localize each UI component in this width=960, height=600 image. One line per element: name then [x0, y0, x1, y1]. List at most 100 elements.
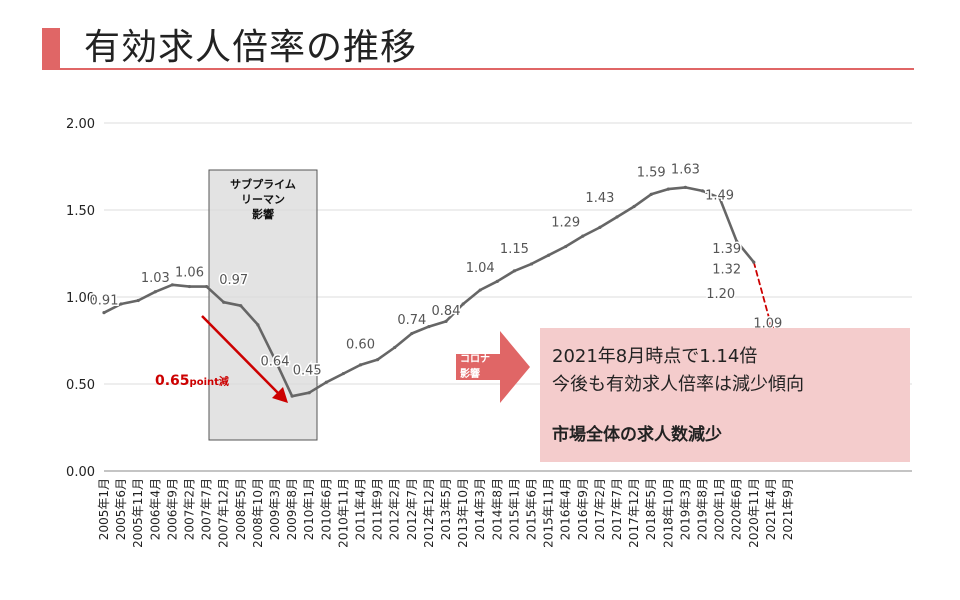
data-label: 0.74: [397, 313, 426, 328]
x-tick-label: 2015年11月: [542, 478, 556, 548]
data-label: 1.43: [585, 191, 614, 206]
x-tick-label: 2005年6月: [114, 478, 128, 540]
subprime-box-label-line: サブプライム: [230, 177, 296, 191]
data-label: 1.15: [500, 242, 529, 257]
data-point: [666, 187, 670, 191]
data-label: 0.97: [219, 273, 248, 288]
data-label: 0.60: [346, 338, 375, 353]
x-tick-label: 2019年8月: [696, 478, 710, 540]
x-tick-label: 2010年1月: [302, 478, 316, 540]
x-tick-label: 2018年10月: [661, 478, 675, 548]
data-point: [632, 204, 636, 209]
drop-label-value: 0.65: [155, 373, 190, 389]
data-point: [324, 380, 328, 384]
x-tick-label: 2011年4月: [354, 478, 368, 540]
data-label: 1.39: [712, 242, 741, 257]
data-point: [461, 302, 465, 306]
drop-label: 0.65point減: [155, 373, 229, 389]
data-point: [564, 244, 568, 249]
x-tick-label: 2016年4月: [559, 478, 573, 540]
x-tick-label: 2007年7月: [200, 478, 214, 540]
data-point: [478, 288, 482, 292]
x-tick-label: 2009年3月: [268, 478, 282, 540]
x-tick-label: 2013年10月: [456, 478, 470, 548]
info-line-2: 今後も有効求人倍率は減少傾向: [552, 374, 804, 395]
page-title: 有効求人倍率の推移: [84, 27, 418, 68]
data-point: [718, 196, 722, 200]
series-group: [102, 185, 777, 398]
data-point: [598, 225, 602, 229]
x-tick-label: 2009年8月: [285, 478, 299, 540]
data-point: [529, 262, 534, 266]
data-point: [683, 185, 688, 189]
x-tick-label: 2020年6月: [730, 478, 744, 540]
x-tick-label: 2018年5月: [644, 478, 658, 540]
data-label: 1.32: [712, 262, 741, 277]
title-underline: [42, 68, 914, 70]
data-label: 1.03: [141, 271, 170, 286]
data-point: [170, 283, 174, 287]
data-point: [752, 260, 756, 264]
drop-arrow: [201, 315, 281, 396]
data-point: [222, 300, 226, 304]
x-tick-label: 2021年9月: [781, 478, 795, 540]
x-tick-label: 2019年3月: [678, 478, 692, 540]
data-point: [256, 323, 260, 327]
x-tick-label: 2012年2月: [388, 478, 402, 540]
data-point: [290, 394, 294, 398]
x-tick-label: 2020年1月: [713, 478, 727, 540]
data-point: [410, 331, 414, 336]
x-tick-label: 2006年4月: [148, 478, 162, 540]
x-tick-label: 2005年1月: [97, 478, 111, 540]
corona-label-1: コロナ: [460, 353, 490, 365]
data-point: [136, 298, 140, 303]
x-tick-label: 2017年12月: [627, 478, 641, 548]
data-point: [273, 358, 277, 362]
y-axis-ticks: 0.00 0.50 1.00 1.50 2.00: [66, 117, 95, 480]
title-accent-bar: [42, 28, 60, 68]
x-tick-label: 2008年10月: [251, 478, 265, 548]
x-tick-label: 2014年8月: [490, 478, 504, 540]
drop-label-unit: point減: [190, 375, 229, 388]
x-axis-ticks: 2005年1月 2005年6月 2005年11月 2006年4月 2006年9月 2007…: [97, 478, 795, 548]
subprime-box-label-line: リーマン: [241, 193, 285, 206]
data-point: [649, 192, 653, 196]
info-line-1: 2021年8月時点で1.14倍: [552, 346, 757, 367]
data-label: 1.04: [466, 261, 495, 276]
x-tick-label: 2016年9月: [576, 478, 590, 540]
data-point: [341, 371, 345, 376]
info-box: [540, 328, 910, 462]
data-label: 0.84: [432, 304, 461, 319]
drop-arrow-head: [272, 387, 288, 403]
y-tick-label: 1.50: [66, 204, 95, 219]
x-tick-label: 2012年12月: [422, 478, 436, 548]
data-point: [119, 302, 123, 306]
y-tick-label: 2.00: [66, 117, 95, 132]
x-tick-label: 2006年9月: [165, 478, 179, 540]
data-label: 0.64: [261, 355, 290, 370]
data-point: [393, 345, 397, 350]
x-tick-label: 2013年5月: [439, 478, 453, 540]
data-point: [615, 215, 619, 219]
data-label: 1.20: [706, 287, 735, 302]
x-tick-label: 2007年2月: [183, 478, 197, 540]
corona-label-2: 影響: [460, 367, 480, 380]
x-tick-label: 2021年4月: [764, 478, 778, 540]
data-label: 0.91: [90, 294, 119, 309]
subprime-box-label-line: 影響: [252, 207, 274, 221]
x-tick-label: 2015年1月: [507, 478, 521, 540]
data-point: [735, 239, 739, 243]
data-label: 1.06: [175, 266, 204, 281]
y-tick-label: 1.00: [66, 291, 95, 306]
y-tick-label: 0.00: [66, 465, 95, 480]
x-tick-label: 2007年12月: [217, 478, 231, 548]
data-point: [512, 269, 517, 273]
data-point: [187, 284, 192, 289]
x-tick-label: 2008年5月: [234, 478, 248, 540]
data-point: [307, 391, 311, 395]
data-point: [495, 279, 499, 283]
data-point: [358, 363, 363, 367]
x-tick-label: 2011年9月: [371, 478, 385, 540]
